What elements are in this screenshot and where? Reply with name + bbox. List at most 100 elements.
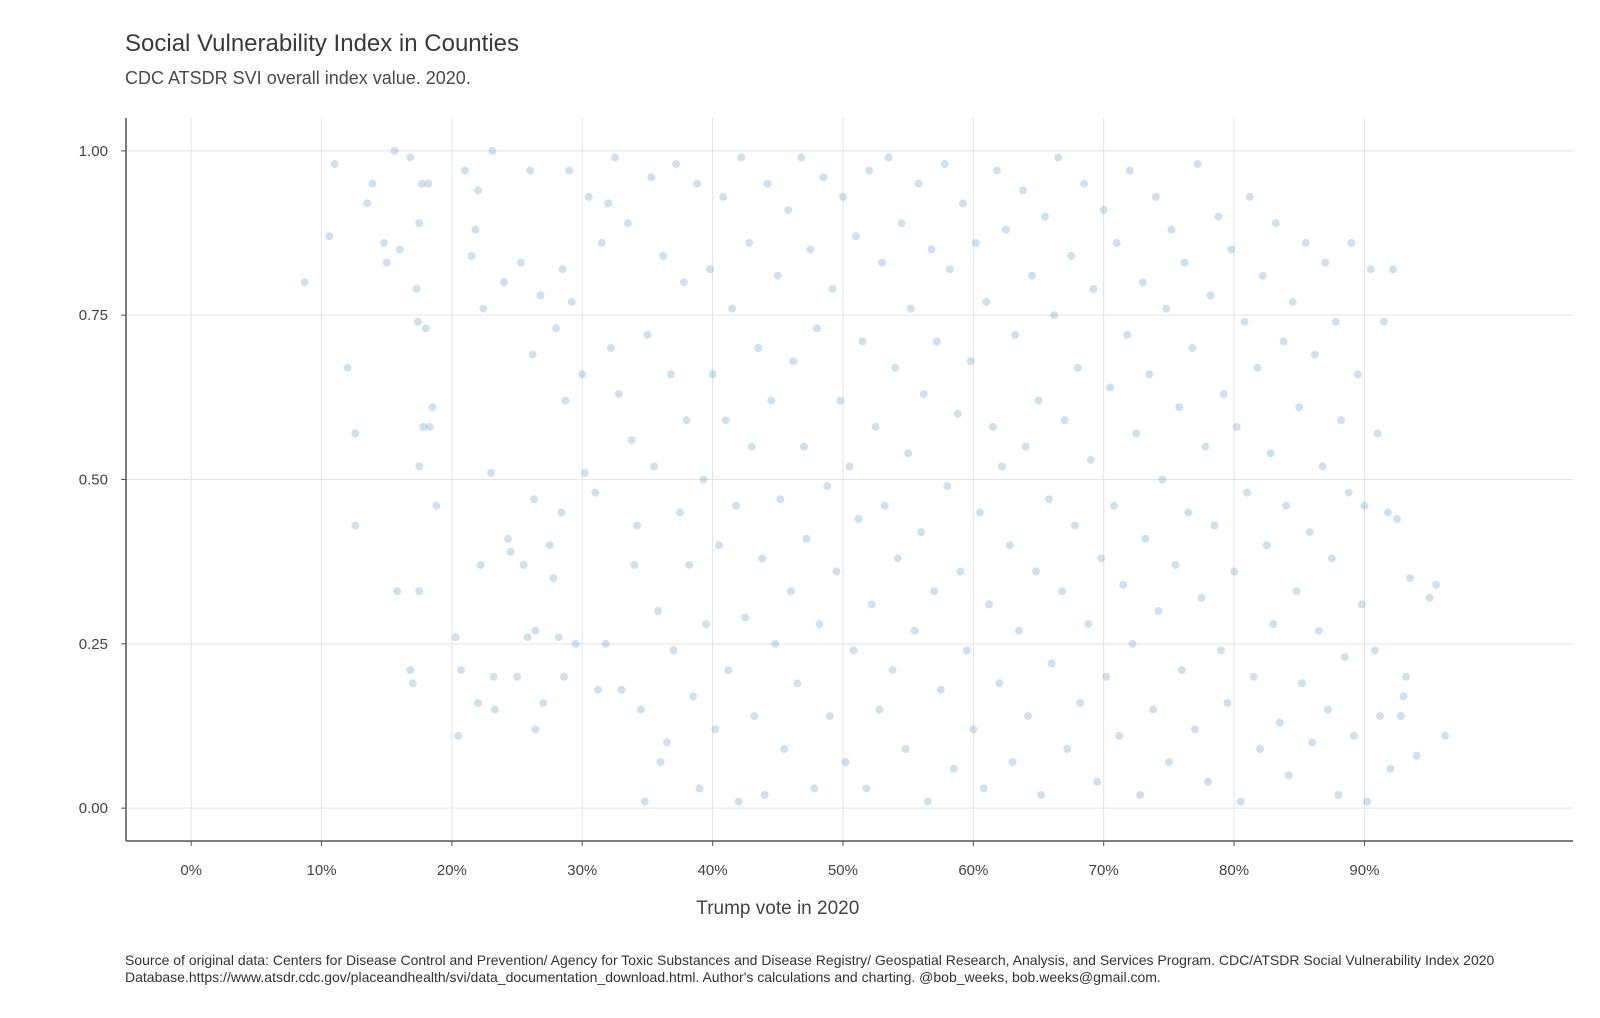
data-point	[1210, 521, 1219, 530]
data-point	[591, 488, 600, 497]
data-point	[531, 626, 540, 635]
data-point	[940, 160, 949, 168]
data-point	[1132, 429, 1141, 438]
data-point	[1167, 225, 1176, 234]
data-point	[953, 409, 962, 418]
data-point	[1271, 219, 1280, 228]
data-point	[1425, 593, 1434, 602]
data-point	[451, 633, 460, 642]
data-point	[1337, 416, 1345, 425]
data-point	[891, 363, 900, 372]
data-point	[406, 153, 415, 162]
data-point	[1021, 442, 1030, 451]
data-point	[578, 370, 587, 379]
data-point	[793, 679, 802, 688]
data-point	[1115, 731, 1124, 740]
data-point	[417, 179, 426, 188]
data-point	[1350, 731, 1358, 740]
data-point	[679, 278, 688, 287]
data-point	[1232, 422, 1241, 431]
data-point	[750, 712, 759, 721]
data-point	[1110, 501, 1119, 510]
data-point	[406, 666, 415, 675]
data-point	[1080, 179, 1089, 188]
data-point	[878, 258, 887, 267]
data-point	[875, 705, 884, 714]
data-point	[1093, 777, 1102, 786]
data-point	[617, 685, 626, 694]
data-point	[330, 160, 339, 168]
data-point	[728, 304, 737, 313]
data-point	[936, 685, 945, 694]
data-point	[825, 712, 834, 721]
data-point	[992, 166, 1001, 175]
data-point	[554, 633, 563, 642]
data-point	[927, 245, 936, 254]
y-tick-label: 1.00	[79, 143, 108, 160]
data-point	[640, 797, 649, 806]
data-point	[476, 560, 485, 569]
data-point	[414, 317, 422, 326]
data-point	[819, 173, 828, 182]
data-point	[699, 475, 708, 484]
data-point	[708, 370, 717, 379]
data-point	[614, 390, 623, 399]
data-point	[1310, 350, 1319, 359]
data-point	[784, 206, 793, 214]
x-axis-ticks: 0% 10% 20% 30% 40% 50% 60% 70% 80% 90%	[180, 841, 1379, 879]
data-point	[685, 560, 694, 569]
data-point	[737, 153, 746, 162]
data-point	[489, 672, 498, 681]
data-point	[1071, 521, 1079, 530]
data-point	[1219, 390, 1228, 399]
data-point	[1321, 258, 1330, 267]
data-point	[1301, 238, 1310, 247]
data-point	[454, 731, 463, 740]
data-point	[504, 534, 512, 543]
data-points	[300, 146, 1450, 806]
data-point	[852, 232, 860, 241]
data-point	[1175, 403, 1184, 412]
data-point	[1047, 659, 1056, 668]
data-point	[1011, 330, 1020, 339]
data-point	[689, 692, 698, 701]
data-point	[1353, 370, 1362, 379]
data-point	[1441, 731, 1450, 740]
data-point	[1201, 442, 1210, 451]
data-point	[363, 199, 372, 208]
data-point	[1214, 212, 1223, 221]
data-point	[513, 672, 522, 681]
data-point	[597, 238, 606, 247]
data-point	[799, 442, 808, 451]
data-point	[880, 501, 889, 510]
data-point	[1243, 488, 1252, 497]
data-point	[1164, 758, 1173, 767]
data-point	[812, 324, 821, 333]
data-point	[724, 666, 733, 675]
data-point	[351, 521, 360, 530]
data-point	[567, 298, 576, 306]
data-point	[1389, 265, 1398, 274]
data-point	[806, 245, 815, 254]
data-point	[1193, 160, 1202, 168]
data-point	[1266, 449, 1275, 458]
data-point	[741, 613, 750, 622]
data-point	[867, 600, 876, 609]
data-point	[1406, 574, 1414, 583]
data-point	[506, 547, 515, 556]
data-point	[390, 146, 399, 155]
data-point	[1177, 666, 1186, 675]
data-point	[669, 646, 678, 655]
data-point	[1158, 475, 1167, 484]
data-point	[1067, 252, 1076, 260]
data-point	[1223, 699, 1232, 707]
data-point	[421, 324, 430, 333]
data-point	[1171, 560, 1180, 569]
data-point	[1331, 317, 1340, 326]
data-point	[1344, 488, 1353, 497]
data-point	[1125, 166, 1134, 175]
data-point	[1217, 646, 1225, 655]
data-point	[849, 646, 858, 655]
data-point	[836, 396, 845, 405]
